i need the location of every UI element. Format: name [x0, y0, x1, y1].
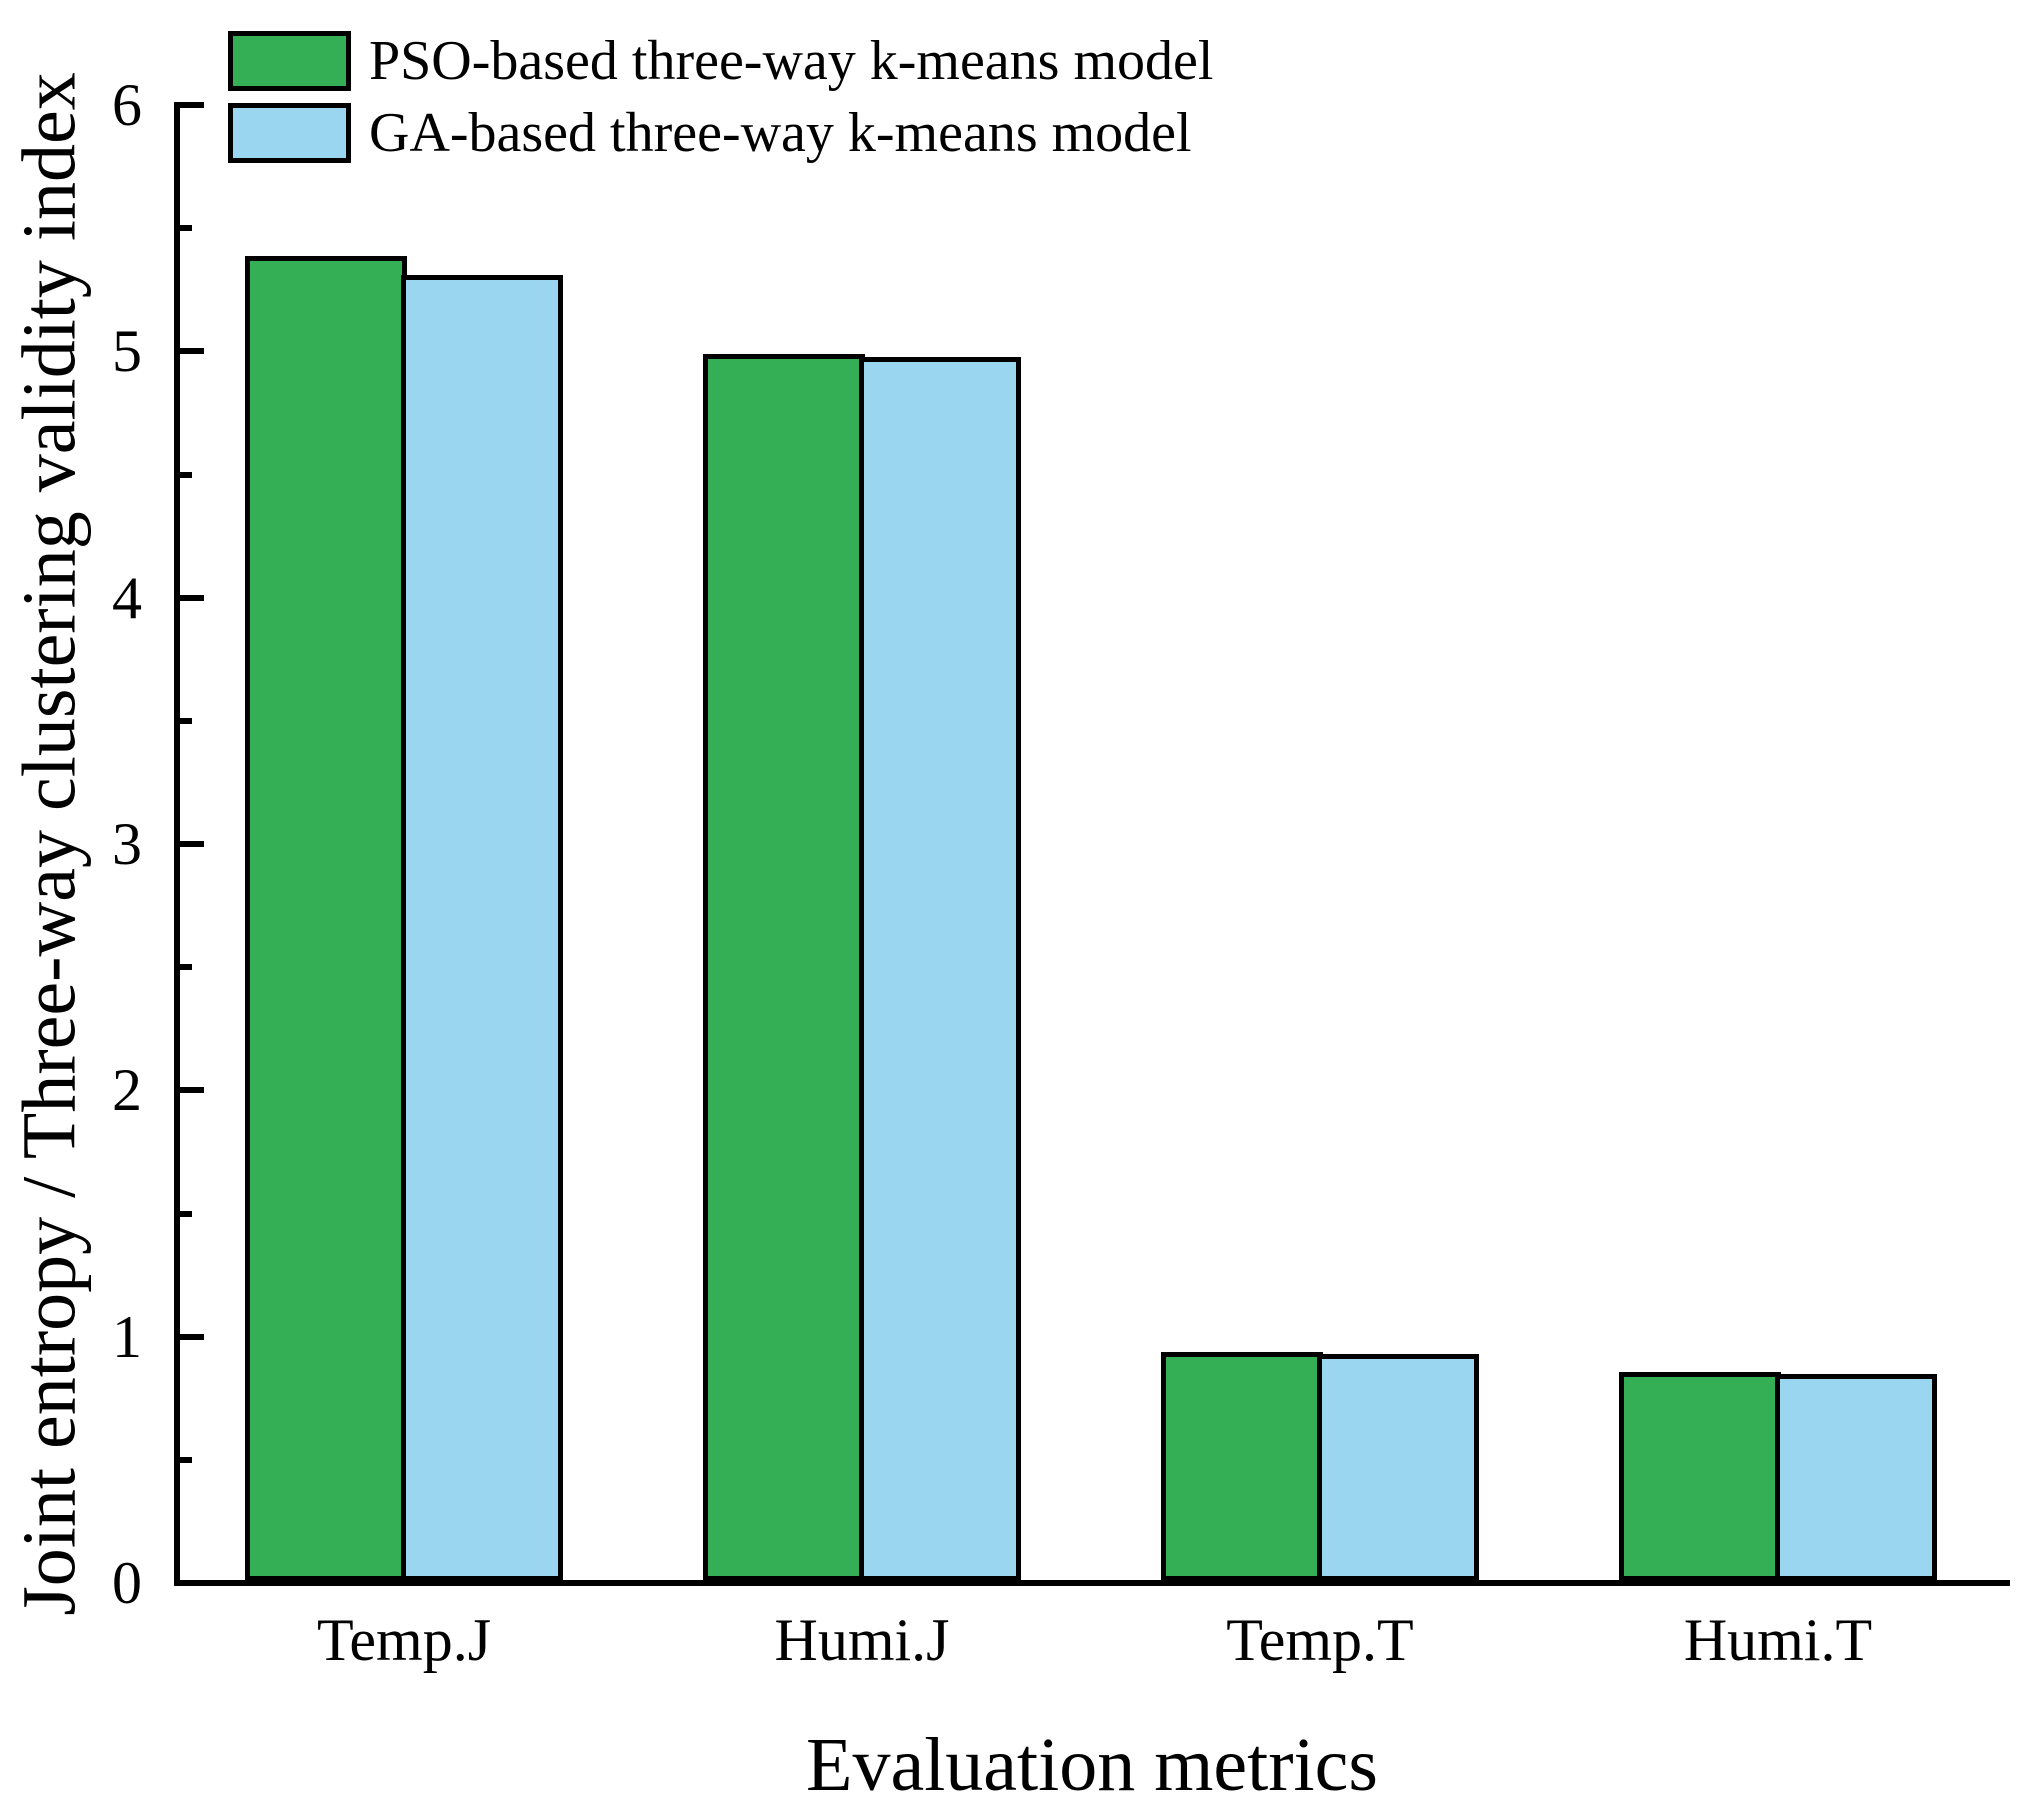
bar-humi-t-pso: [1619, 1372, 1781, 1581]
x-category-label-temp-t: Temp.T: [1226, 1607, 1414, 1673]
y-minor-tick: [180, 1456, 192, 1463]
legend-label: PSO-based three-way k-means model: [369, 30, 1214, 92]
y-major-tick: [180, 348, 204, 355]
y-tick-label: 2: [112, 1057, 142, 1124]
y-minor-tick: [180, 471, 192, 478]
legend-label: GA-based three-way k-means model: [369, 102, 1192, 164]
y-tick-label: 4: [112, 564, 142, 631]
y-tick-label: 5: [112, 318, 142, 385]
y-major-tick: [180, 841, 204, 847]
legend-swatch-ga: [228, 103, 351, 163]
x-category-label-humi-t: Humi.T: [1683, 1607, 1873, 1673]
legend-item-pso: PSO-based three-way k-means model: [228, 28, 1213, 94]
y-minor-tick: [180, 964, 192, 971]
y-minor-tick: [180, 717, 192, 724]
x-axis-line: [174, 1580, 2010, 1586]
y-major-tick: [180, 1580, 204, 1586]
x-category-label-temp-j: Temp.J: [316, 1607, 492, 1673]
bar-temp-j-pso: [245, 256, 407, 1581]
y-tick-label: 6: [112, 72, 142, 138]
bar-temp-t-ga: [1317, 1354, 1479, 1581]
y-minor-tick: [180, 1210, 192, 1217]
bar-humi-j-ga: [859, 357, 1021, 1581]
y-major-tick: [180, 1087, 204, 1094]
y-tick-label: 0: [112, 1550, 142, 1616]
y-major-tick: [180, 1333, 204, 1340]
y-major-tick: [180, 594, 204, 601]
bar-humi-t-ga: [1775, 1374, 1937, 1581]
bar-humi-j-pso: [703, 354, 865, 1581]
y-tick-label: 3: [112, 811, 142, 877]
x-axis-title: Evaluation metrics: [806, 1723, 1378, 1807]
bar-temp-t-pso: [1161, 1352, 1323, 1581]
y-minor-tick: [180, 225, 192, 232]
bar-temp-j-ga: [401, 275, 563, 1581]
legend-swatch-pso: [228, 31, 351, 91]
y-tick-label: 1: [112, 1303, 142, 1370]
x-category-label-humi-j: Humi.J: [774, 1607, 950, 1673]
y-axis-line: [174, 102, 180, 1586]
legend: PSO-based three-way k-means model GA-base…: [228, 28, 1213, 166]
legend-item-ga: GA-based three-way k-means model: [228, 100, 1213, 166]
y-major-tick: [180, 102, 204, 108]
